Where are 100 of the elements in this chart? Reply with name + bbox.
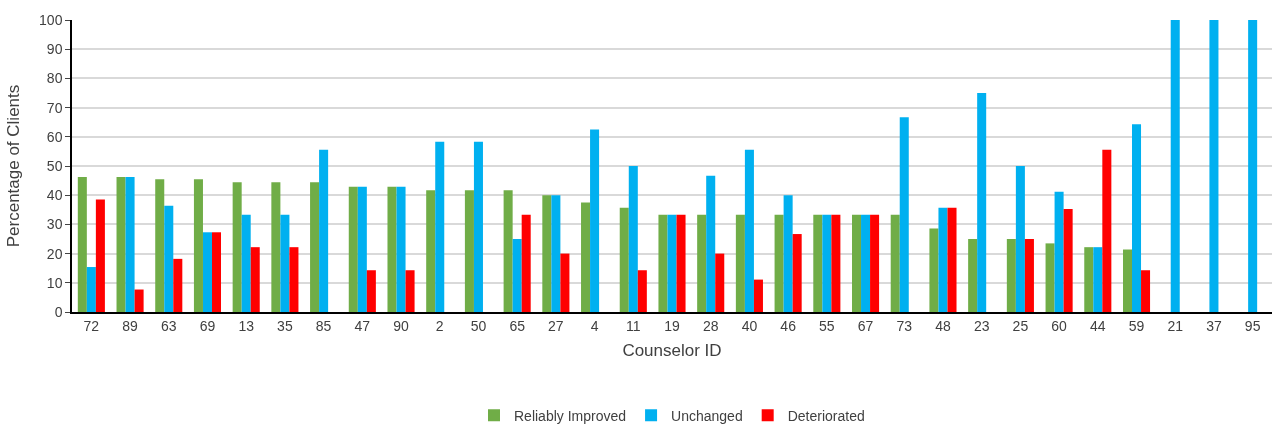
bar [512, 239, 522, 312]
x-tick-label: 46 [780, 317, 797, 334]
bar [241, 214, 251, 312]
bar [1006, 239, 1016, 312]
bar [521, 214, 531, 312]
bar [1093, 247, 1103, 312]
legend-label: Reliably Improved [514, 407, 627, 424]
bar [1122, 249, 1132, 312]
bar [590, 129, 600, 312]
bar [744, 149, 754, 312]
bar [628, 166, 638, 312]
bar [1102, 149, 1112, 312]
bar [637, 270, 647, 312]
bar [715, 253, 725, 312]
y-tick-label: 10 [46, 274, 63, 291]
x-tick-label: 85 [315, 317, 332, 334]
bar [232, 182, 242, 312]
y-tick-label: 40 [46, 187, 63, 204]
bar [250, 247, 260, 312]
x-tick-label: 73 [896, 317, 913, 334]
x-tick-label: 63 [160, 317, 177, 334]
x-tick-label: 23 [973, 317, 990, 334]
bar [95, 199, 105, 312]
bar [280, 214, 290, 312]
bar [1054, 191, 1064, 312]
x-tick-label: 21 [1167, 317, 1184, 334]
bar [1248, 20, 1258, 312]
bar [348, 186, 358, 312]
bar [310, 182, 320, 312]
y-tick-label: 20 [46, 245, 63, 262]
x-tick-label: 13 [238, 317, 255, 334]
bar [86, 267, 96, 312]
bar [706, 175, 716, 312]
bar [1045, 243, 1055, 312]
x-tick-label: 11 [626, 317, 641, 334]
bar [134, 289, 144, 312]
bar [387, 186, 397, 312]
x-tick-label: 60 [1051, 317, 1068, 334]
bar [1209, 20, 1219, 312]
y-tick-label: 80 [46, 70, 63, 87]
bar [1170, 20, 1180, 312]
bar [271, 182, 281, 312]
legend-label: Deteriorated [787, 407, 865, 424]
bar [813, 214, 823, 312]
bar [289, 247, 299, 312]
bar [560, 253, 570, 312]
bar [551, 195, 561, 312]
x-tick-label: 59 [1128, 317, 1145, 334]
bar [697, 214, 707, 312]
x-tick-label: 55 [819, 317, 835, 334]
bar [1015, 166, 1025, 312]
bar [202, 232, 212, 312]
bar [173, 258, 183, 312]
legend-label: Unchanged [671, 407, 743, 424]
bar [473, 141, 483, 312]
bar [77, 177, 87, 312]
bar [890, 214, 900, 312]
bar [125, 177, 135, 312]
bar [396, 186, 406, 312]
bar [155, 179, 165, 312]
bar [1141, 270, 1151, 312]
x-tick-label: 4 [590, 317, 599, 334]
x-tick-label: 50 [470, 317, 487, 334]
bar [212, 232, 222, 312]
y-tick-label: 100 [39, 11, 63, 28]
bar [783, 195, 793, 312]
x-tick-label: 25 [1012, 317, 1029, 334]
bar [774, 214, 784, 312]
bar [581, 202, 591, 312]
bar [193, 179, 203, 312]
bar [405, 270, 415, 312]
x-axis-title: Counselor ID [622, 341, 722, 361]
bar [861, 214, 871, 312]
bar [1063, 208, 1073, 312]
x-tick-label: 28 [702, 317, 719, 334]
x-tick-label: 95 [1244, 317, 1261, 334]
bar [831, 214, 841, 312]
bar [1024, 239, 1034, 312]
bar [676, 214, 686, 312]
bar [753, 279, 763, 312]
bar [852, 214, 862, 312]
bar [870, 214, 880, 312]
bar [822, 214, 832, 312]
bar [667, 214, 677, 312]
bar [899, 117, 909, 312]
bar [947, 207, 957, 312]
y-tick-label: 30 [46, 216, 63, 233]
bar [319, 149, 329, 312]
y-tick-label: 60 [46, 128, 63, 145]
bar [366, 270, 376, 312]
bar [735, 214, 745, 312]
bar [426, 190, 436, 312]
bar [464, 190, 474, 312]
bar [1084, 247, 1094, 312]
x-tick-label: 69 [199, 317, 216, 334]
x-tick-label: 89 [122, 317, 139, 334]
bar [435, 141, 445, 312]
y-tick-label: 50 [46, 157, 63, 174]
x-tick-label: 65 [509, 317, 526, 334]
bar [542, 195, 552, 312]
